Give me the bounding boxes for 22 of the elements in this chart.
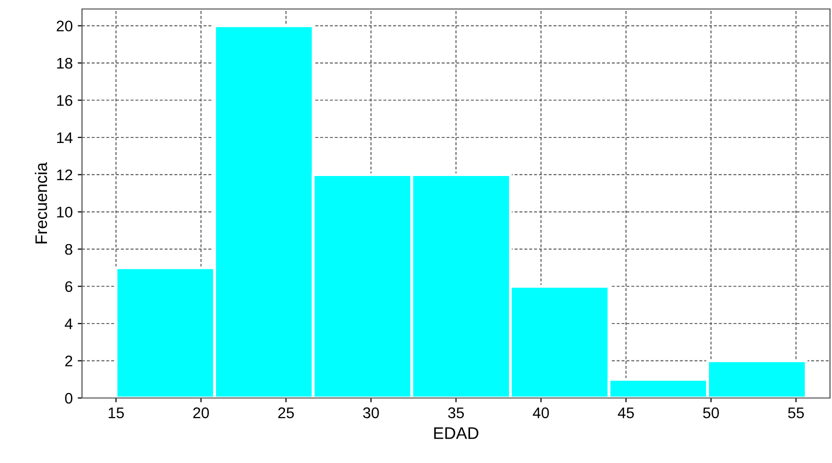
x-tick-label: 35 <box>448 407 464 418</box>
y-tick-label: 12 <box>57 170 72 180</box>
x-tick-label: 15 <box>108 408 124 418</box>
x-tick-label: 20 <box>193 407 209 418</box>
y-tick-label: 2 <box>65 356 72 366</box>
x-axis-title: EDAD <box>434 427 478 439</box>
y-tick-label: 14 <box>57 132 73 143</box>
y-tick-label: 0 <box>65 392 72 404</box>
y-tick-label: 6 <box>65 281 72 292</box>
y-axis-title: Frecuencia <box>34 162 48 244</box>
x-tick-label: 55 <box>788 408 804 418</box>
x-tick-label: 30 <box>363 407 379 418</box>
y-tick-label: 4 <box>64 318 73 330</box>
y-tick-label: 18 <box>57 58 72 69</box>
x-tick-label: 50 <box>703 407 719 418</box>
y-tick-label: 8 <box>65 244 72 255</box>
y-tick-label: 16 <box>57 95 72 106</box>
x-tick-label: 40 <box>532 407 549 418</box>
y-tick-label: 10 <box>57 206 72 218</box>
x-tick-label: 25 <box>278 407 294 418</box>
x-tick-label: 45 <box>618 408 634 418</box>
y-tick-label: 20 <box>56 20 72 32</box>
